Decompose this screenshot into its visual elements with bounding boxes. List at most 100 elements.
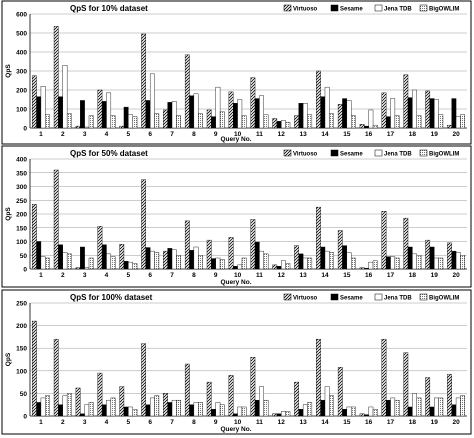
x-tick-label: 14 — [321, 131, 329, 138]
x-tick-label: 5 — [127, 272, 131, 279]
bar-virtuoso-q13 — [294, 381, 299, 417]
x-tick-label: 16 — [365, 131, 373, 138]
bar-virtuoso-q9 — [206, 381, 212, 417]
bar-bigowlim-q14 — [329, 252, 334, 270]
bar-bigowlim-q1 — [45, 395, 50, 417]
bar-jena-tdb-q1 — [40, 85, 46, 129]
y-tick-label: 50 — [20, 391, 28, 398]
x-tick-label: 8 — [192, 272, 196, 279]
bar-sesame-q11 — [254, 241, 260, 270]
bar-virtuoso-q6 — [141, 33, 147, 129]
y-tick-label: 250 — [16, 198, 27, 205]
bar-jena-tdb-q18 — [412, 89, 417, 129]
x-tick-label: 12 — [278, 419, 286, 426]
bar-jena-tdb-q6 — [149, 73, 155, 129]
bar-jena-tdb-q10 — [237, 264, 243, 270]
bar-virtuoso-q18 — [403, 217, 409, 270]
x-tick-label: 20 — [452, 131, 460, 138]
bar-bigowlim-q18 — [416, 397, 422, 417]
bar-sesame-q17 — [385, 256, 391, 270]
bar-jena-tdb-q20 — [455, 252, 461, 270]
bar-sesame-q12 — [276, 266, 282, 270]
y-tick-label: 300 — [16, 69, 27, 76]
legend-swatch-sesame — [330, 4, 339, 12]
bar-bigowlim-q19 — [438, 257, 444, 270]
bar-jena-tdb-q4 — [106, 92, 112, 129]
bar-bigowlim-q20 — [460, 114, 466, 129]
bar-bigowlim-q7 — [176, 399, 181, 417]
bar-jena-tdb-q3 — [84, 404, 90, 417]
x-tick-label: 6 — [148, 419, 152, 426]
bar-virtuoso-q14 — [316, 206, 321, 270]
bar-sesame-q14 — [320, 399, 326, 417]
chart-title: QpS for 10% dataset — [70, 4, 148, 13]
y-tick-label: 0 — [23, 126, 27, 133]
bar-virtuoso-q16 — [359, 413, 365, 417]
bar-virtuoso-q20 — [447, 242, 452, 270]
y-axis-label: QpS — [5, 64, 12, 78]
bar-bigowlim-q20 — [460, 395, 466, 417]
bar-jena-tdb-q4 — [106, 399, 112, 417]
x-tick-label: 12 — [278, 272, 286, 279]
bar-jena-tdb-q8 — [193, 402, 199, 417]
bar-bigowlim-q2 — [66, 393, 72, 417]
y-tick-label: 100 — [16, 368, 27, 375]
x-tick-label: 9 — [214, 419, 218, 426]
bar-sesame-q20 — [451, 404, 457, 417]
panel-frame — [1, 145, 472, 288]
bar-bigowlim-q3 — [88, 257, 94, 270]
legend-label-sesame: Sesame — [340, 296, 363, 302]
bar-sesame-q9 — [211, 409, 216, 417]
x-tick-label: 16 — [365, 272, 373, 279]
bar-jena-tdb-q1 — [40, 256, 46, 270]
bar-bigowlim-q6 — [154, 113, 160, 129]
bar-sesame-q2 — [58, 404, 63, 417]
bar-virtuoso-q1 — [31, 320, 37, 417]
x-tick-label: 3 — [83, 131, 87, 138]
bar-virtuoso-q4 — [97, 89, 103, 129]
y-tick-label: 100 — [16, 239, 27, 246]
legend-swatch-virtuoso — [283, 149, 292, 157]
bar-bigowlim-q13 — [307, 257, 313, 270]
bar-jena-tdb-q15 — [346, 252, 352, 270]
legend-label-jena-tdb: Jena TDB — [384, 296, 412, 302]
bar-bigowlim-q10 — [241, 257, 247, 270]
bar-sesame-q2 — [58, 244, 63, 270]
bar-virtuoso-q3 — [75, 267, 81, 270]
bar-jena-tdb-q13 — [302, 103, 308, 129]
x-tick-label: 5 — [127, 131, 131, 138]
bar-bigowlim-q18 — [416, 115, 422, 129]
bar-jena-tdb-q16 — [368, 406, 374, 417]
bar-virtuoso-q15 — [337, 230, 343, 270]
bar-sesame-q15 — [342, 98, 348, 129]
bar-jena-tdb-q14 — [324, 386, 330, 417]
bar-virtuoso-q16 — [359, 123, 365, 129]
bar-bigowlim-q16 — [372, 124, 378, 129]
x-tick-label: 13 — [300, 419, 308, 426]
bar-jena-tdb-q13 — [302, 404, 308, 417]
bar-jena-tdb-q17 — [390, 397, 396, 417]
y-tick-label: 50 — [20, 253, 28, 260]
bar-sesame-q12 — [276, 413, 282, 417]
legend-label-virtuoso: Virtuoso — [293, 7, 318, 13]
bar-sesame-q5 — [123, 406, 129, 417]
y-tick-label: 600 — [16, 12, 27, 19]
bar-sesame-q10 — [233, 413, 238, 417]
y-tick-label: 500 — [16, 31, 27, 38]
bar-sesame-q13 — [298, 253, 304, 270]
bar-sesame-q17 — [385, 116, 391, 129]
x-axis-label: Query No. — [220, 426, 251, 433]
bar-virtuoso-q5 — [119, 125, 125, 129]
bar-sesame-q18 — [407, 97, 413, 129]
bar-sesame-q5 — [123, 261, 129, 270]
chart-panel-2: QpS for 50% dataset 0 50 100 150 200 250 300 350… — [1, 145, 472, 288]
bar-jena-tdb-q14 — [324, 250, 330, 270]
bar-bigowlim-q8 — [198, 402, 203, 417]
bar-virtuoso-q11 — [250, 219, 256, 270]
chart-panel-1: QpS for 10% dataset 0 100 200 300 400 500 600 Qp… — [1, 0, 472, 145]
bar-sesame-q11 — [254, 399, 260, 417]
x-tick-label: 19 — [431, 272, 439, 279]
bar-sesame-q1 — [36, 96, 42, 129]
bar-sesame-q9 — [211, 258, 216, 270]
